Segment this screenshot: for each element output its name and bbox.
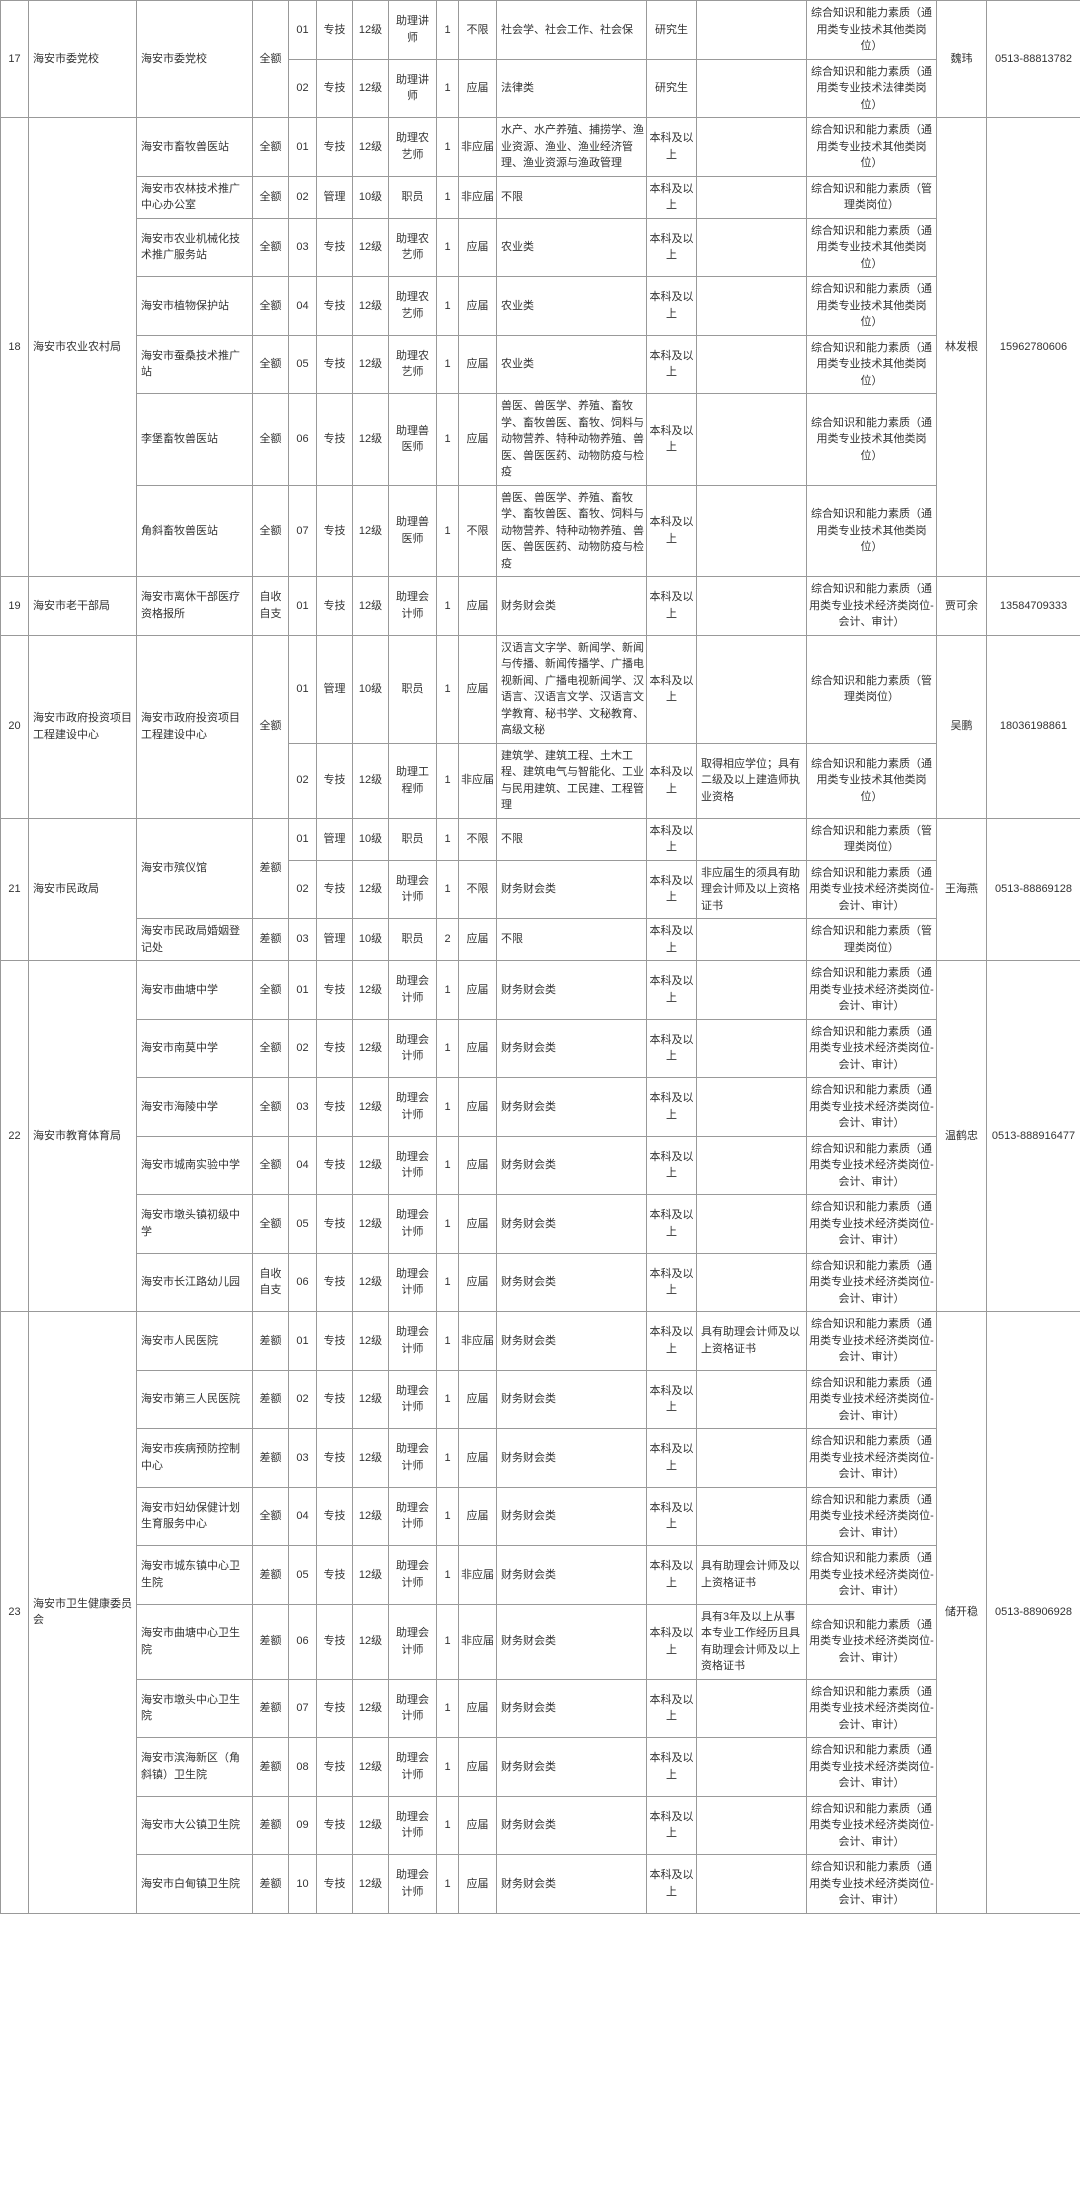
dept-name: 海安市民政局 xyxy=(29,818,137,961)
dept-name: 海安市卫生健康委员会 xyxy=(29,1312,137,1914)
unit-name: 角斜畜牧兽医站 xyxy=(137,485,253,577)
unit-name: 海安市城东镇中心卫生院 xyxy=(137,1546,253,1605)
unit-name: 海安市曲塘中心卫生院 xyxy=(137,1604,253,1679)
unit-name: 海安市白甸镇卫生院 xyxy=(137,1855,253,1914)
unit-name: 海安市妇幼保健计划生育服务中心 xyxy=(137,1487,253,1546)
unit-name: 海安市长江路幼儿园 xyxy=(137,1253,253,1312)
unit-name: 海安市农林技术推广中心办公室 xyxy=(137,176,253,218)
unit-name: 海安市畜牧兽医站 xyxy=(137,118,253,177)
unit-name: 海安市蚕桑技术推广站 xyxy=(137,335,253,394)
unit-name: 海安市墩头镇初级中学 xyxy=(137,1195,253,1254)
unit-name: 海安市殡仪馆 xyxy=(137,818,253,919)
unit-name: 海安市曲塘中学 xyxy=(137,961,253,1020)
dept-name: 海安市老干部局 xyxy=(29,577,137,636)
unit-name: 海安市民政局婚姻登记处 xyxy=(137,919,253,961)
dept-name: 海安市委党校 xyxy=(29,1,137,118)
unit-name: 海安市第三人民医院 xyxy=(137,1370,253,1429)
unit-name: 海安市委党校 xyxy=(137,1,253,118)
unit-name: 海安市南莫中学 xyxy=(137,1019,253,1078)
dept-name: 海安市教育体育局 xyxy=(29,961,137,1312)
unit-name: 海安市植物保护站 xyxy=(137,277,253,336)
unit-name: 海安市墩头中心卫生院 xyxy=(137,1679,253,1738)
unit-name: 海安市政府投资项目工程建设中心 xyxy=(137,635,253,818)
unit-name: 海安市农业机械化技术推广服务站 xyxy=(137,218,253,277)
unit-name: 海安市城南实验中学 xyxy=(137,1136,253,1195)
unit-name: 海安市海陵中学 xyxy=(137,1078,253,1137)
unit-name: 海安市人民医院 xyxy=(137,1312,253,1371)
unit-name: 海安市滨海新区（角斜镇）卫生院 xyxy=(137,1738,253,1797)
dept-name: 海安市政府投资项目工程建设中心 xyxy=(29,635,137,818)
unit-name: 海安市疾病预防控制中心 xyxy=(137,1429,253,1488)
recruitment-table: 17海安市委党校海安市委党校全额01专技12级助理讲师1不限社会学、社会工作、社… xyxy=(0,0,1080,1914)
unit-name: 李堡畜牧兽医站 xyxy=(137,394,253,486)
unit-name: 海安市离休干部医疗资格报所 xyxy=(137,577,253,636)
unit-name: 海安市大公镇卫生院 xyxy=(137,1796,253,1855)
dept-name: 海安市农业农村局 xyxy=(29,118,137,577)
